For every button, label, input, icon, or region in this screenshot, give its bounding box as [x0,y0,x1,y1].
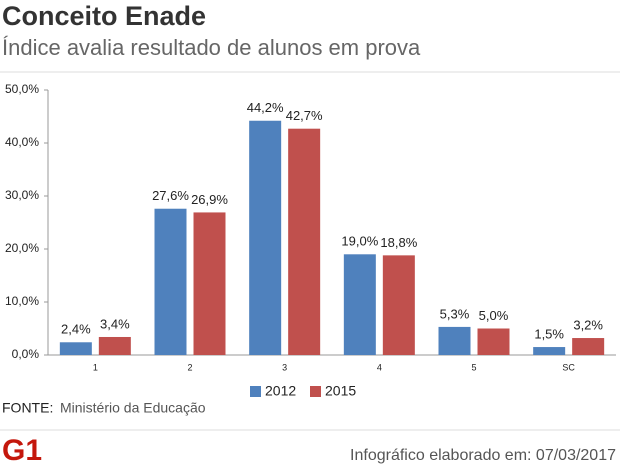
value-label: 3,4% [100,316,130,331]
y-tick-label: 0,0% [12,347,40,361]
x-tick-label: 2 [187,362,192,372]
bar [154,208,187,355]
y-tick-label: 50,0% [5,82,39,96]
x-tick-label: SC [562,362,575,372]
value-label: 3,2% [573,317,603,332]
chart-subtitle: Índice avalia resultado de alunos em pro… [2,35,421,60]
x-tick-label: 3 [282,362,287,372]
value-label: 18,8% [380,235,417,250]
source: Ministério da Educação [60,400,206,416]
y-tick-label: 30,0% [5,188,39,202]
bar [477,328,510,355]
value-label: 27,6% [152,188,189,203]
chart-title: Conceito Enade [2,1,206,31]
x-tick-label: 5 [471,362,476,372]
legend-swatch [310,386,321,397]
x-tick-label: 1 [93,362,98,372]
bar [98,336,131,355]
bar [438,326,471,355]
legend-label: 2015 [325,383,356,399]
bar [343,254,376,355]
value-label: 1,5% [534,326,564,341]
value-label: 42,7% [286,108,323,123]
y-tick-label: 10,0% [5,294,39,308]
bar [193,212,226,355]
bar [382,255,415,355]
source-label: FONTE: [2,400,53,416]
value-label: 19,0% [341,234,378,249]
x-tick-label: 4 [377,362,382,372]
bar [533,347,566,355]
value-label: 5,3% [440,306,470,321]
value-label: 26,9% [191,192,228,207]
logo: G1 [2,434,42,465]
y-tick-label: 40,0% [5,135,39,149]
bar [59,342,92,355]
y-tick-label: 20,0% [5,241,39,255]
bar [288,128,321,355]
value-label: 5,0% [479,308,509,323]
credit: Infográfico elaborado em: 07/03/2017 [350,447,616,464]
value-label: 44,2% [247,100,284,115]
legend-swatch [250,386,261,397]
bar [249,120,282,356]
legend-label: 2012 [265,383,296,399]
value-label: 2,4% [61,322,91,337]
bar [572,338,605,355]
